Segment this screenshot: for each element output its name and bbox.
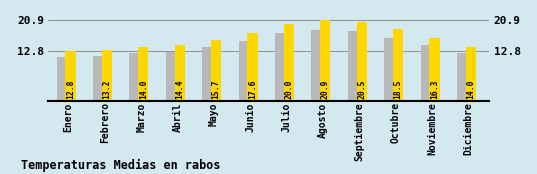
Text: 12.8: 12.8 xyxy=(66,80,75,99)
Bar xyxy=(102,50,112,101)
Bar xyxy=(275,33,285,101)
Text: Temperaturas Medias en rabos: Temperaturas Medias en rabos xyxy=(21,159,221,172)
Bar xyxy=(466,47,476,101)
Bar xyxy=(357,22,367,101)
Text: 20.0: 20.0 xyxy=(285,80,293,99)
Bar xyxy=(238,41,249,101)
Bar xyxy=(66,52,76,101)
Bar xyxy=(202,48,213,101)
Bar xyxy=(384,38,394,101)
Text: 16.3: 16.3 xyxy=(430,80,439,99)
Text: 13.2: 13.2 xyxy=(103,80,111,99)
Bar xyxy=(211,40,221,101)
Bar xyxy=(320,20,330,101)
Text: 14.4: 14.4 xyxy=(175,80,184,99)
Bar xyxy=(430,38,440,101)
Bar xyxy=(457,53,467,101)
Bar xyxy=(393,29,403,101)
Bar xyxy=(138,47,148,101)
Bar xyxy=(175,45,185,101)
Bar xyxy=(284,24,294,101)
Bar xyxy=(129,53,140,101)
Bar xyxy=(248,33,258,101)
Text: 17.6: 17.6 xyxy=(248,80,257,99)
Text: 18.5: 18.5 xyxy=(394,80,403,99)
Text: 14.0: 14.0 xyxy=(466,80,475,99)
Bar xyxy=(93,56,103,101)
Bar xyxy=(311,30,322,101)
Bar xyxy=(420,45,431,101)
Bar xyxy=(57,57,67,101)
Text: 15.7: 15.7 xyxy=(212,80,221,99)
Text: 14.0: 14.0 xyxy=(139,80,148,99)
Text: 20.5: 20.5 xyxy=(357,80,366,99)
Bar xyxy=(166,52,176,101)
Bar xyxy=(348,31,358,101)
Text: 20.9: 20.9 xyxy=(321,80,330,99)
